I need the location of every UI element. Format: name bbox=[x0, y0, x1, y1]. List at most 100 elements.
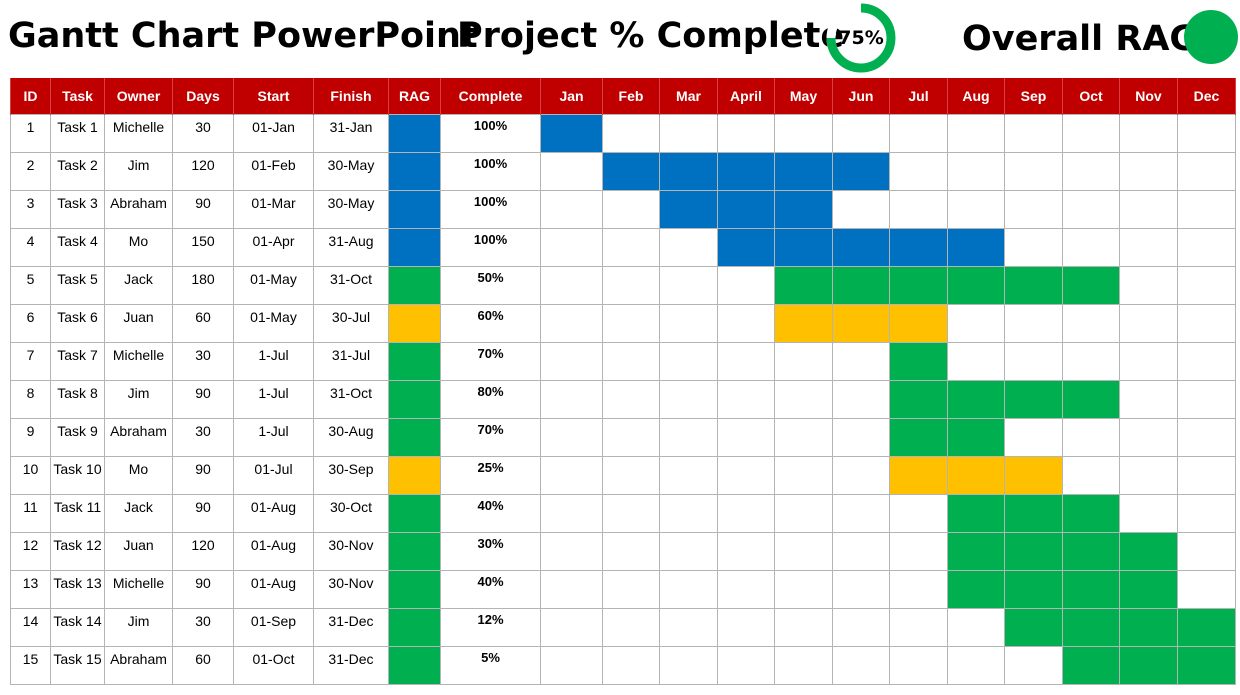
gantt-bar-segment bbox=[947, 418, 1005, 457]
gantt-cell bbox=[774, 646, 833, 685]
gantt-cell bbox=[832, 380, 890, 419]
gantt-bar-segment bbox=[832, 304, 890, 343]
gantt-cell bbox=[1062, 304, 1120, 343]
task-start: 1-Jul bbox=[233, 380, 314, 419]
column-header-rag: RAG bbox=[388, 78, 441, 115]
gantt-cell bbox=[602, 532, 660, 571]
task-days: 180 bbox=[172, 266, 234, 305]
task-start: 01-Jul bbox=[233, 456, 314, 495]
gantt-bar-segment bbox=[659, 152, 718, 191]
task-id: 5 bbox=[10, 266, 51, 305]
task-owner: Michelle bbox=[104, 342, 173, 381]
month-header-jun: Jun bbox=[832, 78, 890, 115]
gantt-cell bbox=[1062, 190, 1120, 229]
gantt-bar-segment bbox=[889, 380, 948, 419]
gantt-cell bbox=[889, 114, 948, 153]
progress-donut bbox=[826, 3, 896, 73]
table-row: 13 Task 13 Michelle 90 01-Aug 30-Nov 40% bbox=[10, 570, 1236, 609]
task-finish: 30-Aug bbox=[313, 418, 389, 457]
task-finish: 31-Jan bbox=[313, 114, 389, 153]
month-header-nov: Nov bbox=[1119, 78, 1178, 115]
task-complete: 70% bbox=[440, 418, 541, 457]
gantt-cell bbox=[717, 304, 775, 343]
gantt-bar-segment bbox=[540, 114, 603, 153]
gantt-cell bbox=[832, 608, 890, 647]
table-row: 10 Task 10 Mo 90 01-Jul 30-Sep 25% bbox=[10, 456, 1236, 495]
gantt-cell bbox=[717, 494, 775, 533]
gantt-cell bbox=[889, 152, 948, 191]
gantt-cell bbox=[717, 456, 775, 495]
gantt-bar-segment bbox=[1062, 266, 1120, 305]
month-header-feb: Feb bbox=[602, 78, 660, 115]
gantt-cell bbox=[1177, 380, 1236, 419]
task-name: Task 3 bbox=[50, 190, 105, 229]
task-name: Task 14 bbox=[50, 608, 105, 647]
task-finish: 30-Jul bbox=[313, 304, 389, 343]
gantt-cell bbox=[1004, 304, 1063, 343]
gantt-cell bbox=[540, 380, 603, 419]
gantt-cell bbox=[1004, 646, 1063, 685]
gantt-cell bbox=[717, 342, 775, 381]
gantt-cell bbox=[540, 304, 603, 343]
table-row: 15 Task 15 Abraham 60 01-Oct 31-Dec 5% bbox=[10, 646, 1236, 685]
gantt-cell bbox=[602, 190, 660, 229]
gantt-bar-segment bbox=[1119, 608, 1178, 647]
task-id: 2 bbox=[10, 152, 51, 191]
gantt-table: ID Task Owner Days Start Finish RAG Complete Jan… bbox=[10, 78, 1236, 685]
gantt-cell bbox=[947, 152, 1005, 191]
task-complete: 5% bbox=[440, 646, 541, 685]
task-name: Task 13 bbox=[50, 570, 105, 609]
task-start: 01-Sep bbox=[233, 608, 314, 647]
gantt-cell bbox=[889, 608, 948, 647]
gantt-cell bbox=[540, 646, 603, 685]
task-id: 8 bbox=[10, 380, 51, 419]
gantt-bar-segment bbox=[889, 456, 948, 495]
gantt-cell bbox=[602, 570, 660, 609]
task-name: Task 5 bbox=[50, 266, 105, 305]
gantt-bar-segment bbox=[1004, 494, 1063, 533]
gantt-bar-segment bbox=[717, 152, 775, 191]
gantt-cell bbox=[1177, 228, 1236, 267]
rag-status bbox=[388, 152, 441, 191]
column-header-owner: Owner bbox=[104, 78, 173, 115]
task-start: 01-Feb bbox=[233, 152, 314, 191]
task-days: 90 bbox=[172, 494, 234, 533]
progress-label: 75% bbox=[838, 27, 884, 49]
task-id: 13 bbox=[10, 570, 51, 609]
month-header-may: May bbox=[774, 78, 833, 115]
gantt-cell bbox=[659, 114, 718, 153]
gantt-bar-segment bbox=[1062, 532, 1120, 571]
gantt-cell bbox=[717, 570, 775, 609]
gantt-cell bbox=[602, 608, 660, 647]
task-finish: 30-Sep bbox=[313, 456, 389, 495]
task-complete: 25% bbox=[440, 456, 541, 495]
task-owner: Mo bbox=[104, 456, 173, 495]
task-complete: 12% bbox=[440, 608, 541, 647]
gantt-cell bbox=[602, 494, 660, 533]
table-row: 2 Task 2 Jim 120 01-Feb 30-May 100% bbox=[10, 152, 1236, 191]
gantt-bar-segment bbox=[1062, 608, 1120, 647]
gantt-cell bbox=[540, 228, 603, 267]
task-days: 120 bbox=[172, 152, 234, 191]
gantt-cell bbox=[540, 456, 603, 495]
task-id: 4 bbox=[10, 228, 51, 267]
gantt-cell bbox=[947, 646, 1005, 685]
table-row: 3 Task 3 Abraham 90 01-Mar 30-May 100% bbox=[10, 190, 1236, 229]
gantt-cell bbox=[659, 570, 718, 609]
gantt-cell bbox=[602, 418, 660, 457]
gantt-cell bbox=[659, 608, 718, 647]
task-id: 10 bbox=[10, 456, 51, 495]
gantt-bar-segment bbox=[1119, 570, 1178, 609]
gantt-bar-segment bbox=[1004, 380, 1063, 419]
gantt-cell bbox=[1004, 114, 1063, 153]
gantt-bar-segment bbox=[1177, 608, 1236, 647]
task-start: 01-May bbox=[233, 304, 314, 343]
gantt-bar-segment bbox=[1062, 380, 1120, 419]
task-name: Task 8 bbox=[50, 380, 105, 419]
task-complete: 50% bbox=[440, 266, 541, 305]
task-days: 30 bbox=[172, 418, 234, 457]
gantt-cell bbox=[1177, 190, 1236, 229]
gantt-cell bbox=[832, 646, 890, 685]
gantt-cell bbox=[540, 608, 603, 647]
gantt-cell bbox=[774, 494, 833, 533]
